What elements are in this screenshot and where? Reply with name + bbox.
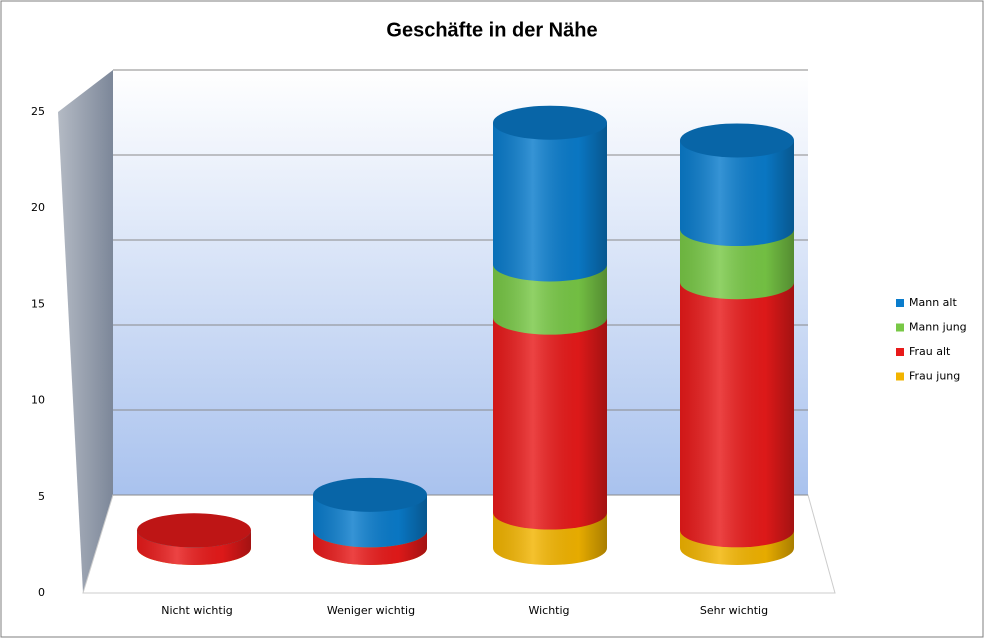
bar-top-shade bbox=[137, 513, 251, 548]
legend-swatch bbox=[896, 372, 904, 381]
bar-top-shade bbox=[493, 105, 607, 140]
legend-label: Frau alt bbox=[909, 345, 951, 358]
y-tick-label: 20 bbox=[31, 201, 45, 214]
bar-shading bbox=[680, 282, 794, 548]
y-tick-label: 25 bbox=[31, 105, 45, 118]
bar-top-shade bbox=[680, 123, 794, 158]
bar-shading bbox=[680, 229, 794, 300]
back-wall bbox=[113, 70, 808, 495]
bar-top bbox=[313, 477, 427, 512]
legend-swatch bbox=[896, 348, 904, 356]
y-tick-label: 10 bbox=[31, 394, 45, 407]
legend-label: Frau jung bbox=[909, 370, 960, 383]
legend-label: Mann jung bbox=[909, 321, 967, 334]
legend-label: Mann alt bbox=[909, 296, 957, 309]
bar-top bbox=[493, 105, 607, 140]
chart-title: Geschäfte in der Nähe bbox=[386, 19, 597, 41]
side-wall bbox=[58, 70, 113, 593]
legend-swatch bbox=[896, 299, 904, 307]
x-tick-label: Weniger wichtig bbox=[327, 604, 415, 617]
bar-shading bbox=[493, 317, 607, 530]
bar-top bbox=[137, 513, 251, 548]
x-tick-label: Nicht wichtig bbox=[161, 604, 233, 617]
y-tick-label: 15 bbox=[31, 297, 45, 310]
bar-top bbox=[680, 123, 794, 158]
bar-shading bbox=[493, 122, 607, 282]
x-tick-label: Sehr wichtig bbox=[700, 604, 768, 617]
legend-swatch bbox=[896, 323, 904, 332]
bar-shading bbox=[680, 140, 794, 247]
x-tick-label: Wichtig bbox=[528, 604, 569, 617]
y-tick-label: 0 bbox=[38, 586, 45, 599]
bar-shading bbox=[493, 264, 607, 335]
bar-top-shade bbox=[313, 477, 427, 512]
y-tick-label: 5 bbox=[38, 490, 45, 503]
